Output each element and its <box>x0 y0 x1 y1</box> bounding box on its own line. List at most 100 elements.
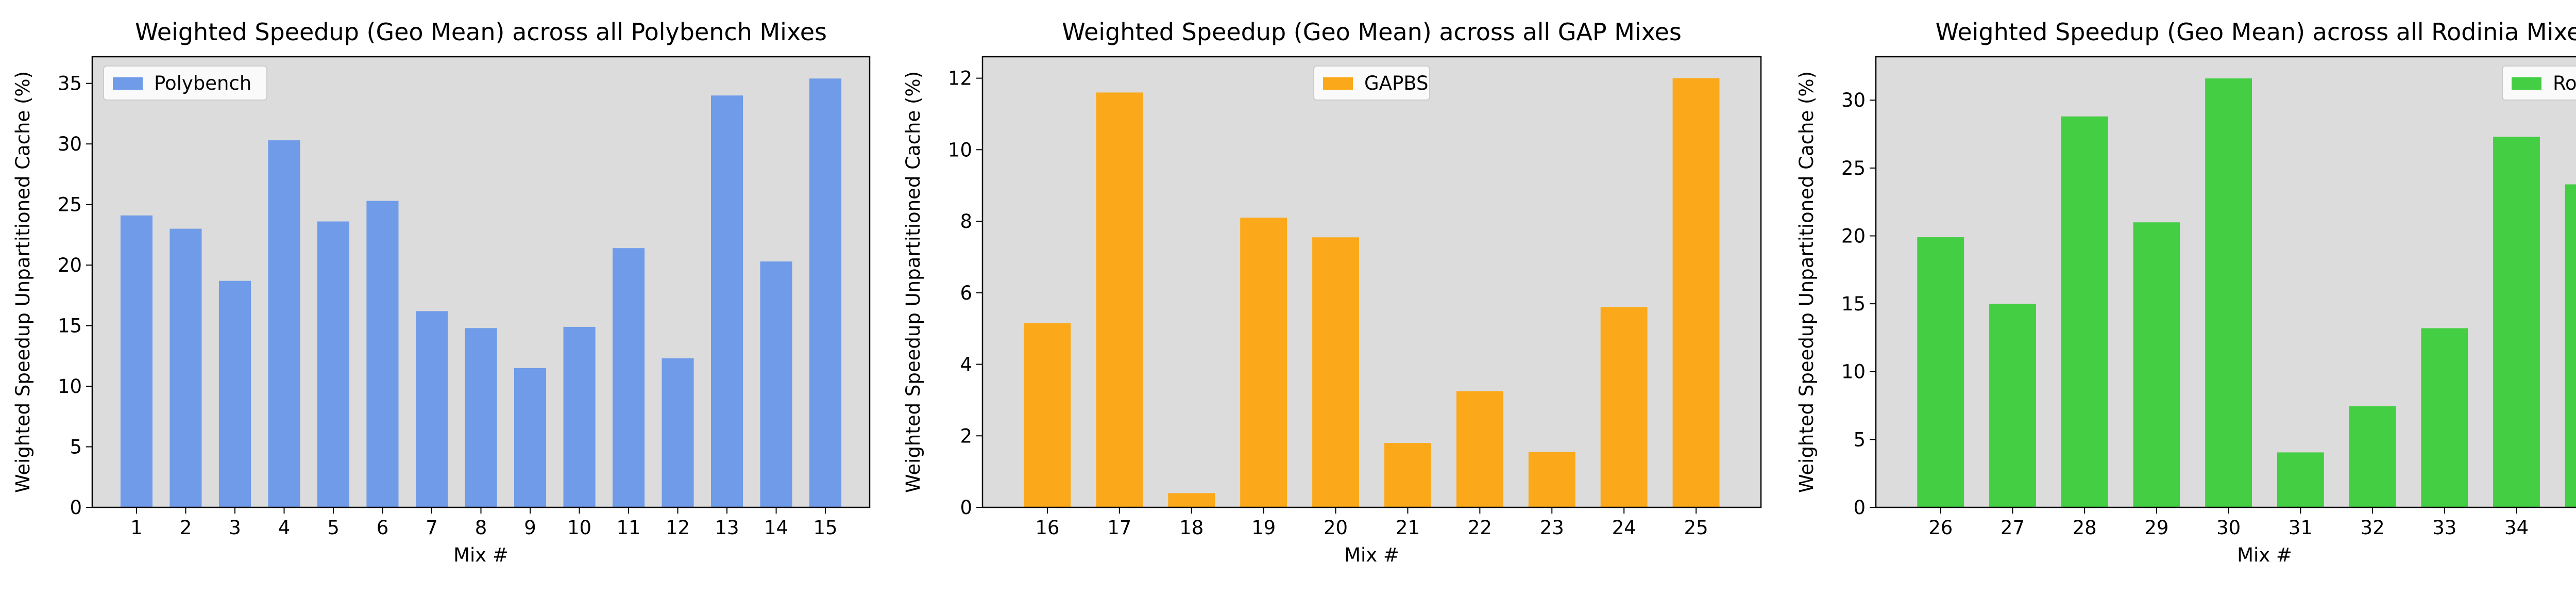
y-tick-label: 15 <box>1841 293 1866 315</box>
legend: GAPBS <box>1313 65 1430 101</box>
bar-27 <box>1989 304 2036 507</box>
x-tick-label: 2 <box>180 517 192 539</box>
x-tick-label: 15 <box>813 517 837 539</box>
y-axis-label: Weighted Speedup Unpartitioned Cache (%) <box>1795 71 1818 493</box>
plot-frame <box>1875 56 2576 508</box>
x-tick-label: 10 <box>567 517 591 539</box>
bar-19 <box>1240 218 1287 508</box>
chart-3: 26272829303132333435051015202530Weighted… <box>1795 18 2576 566</box>
y-tick-label: 6 <box>960 282 972 304</box>
legend-box <box>103 65 267 101</box>
y-tick-label: 30 <box>1841 89 1866 111</box>
y-tick-label: 10 <box>948 139 972 161</box>
x-tick-label: 7 <box>426 517 438 539</box>
bar-29 <box>2133 222 2180 507</box>
x-tick-label: 14 <box>764 517 788 539</box>
y-axis-label: Weighted Speedup Unpartitioned Cache (%) <box>12 71 34 493</box>
bar-13 <box>711 95 743 507</box>
x-tick-label: 11 <box>616 517 640 539</box>
bar-14 <box>760 261 792 507</box>
y-tick-label: 10 <box>1841 361 1866 383</box>
chart-title: Weighted Speedup (Geo Mean) across all P… <box>135 18 827 46</box>
x-tick-label: 17 <box>1107 517 1131 539</box>
legend-label: GAPBS <box>1364 72 1429 94</box>
y-tick-label: 15 <box>58 315 82 337</box>
x-tick-label: 13 <box>715 517 739 539</box>
legend: Rodinia <box>2502 65 2576 101</box>
x-axis-label: Mix # <box>1344 544 1399 566</box>
bar-28 <box>2061 116 2108 508</box>
x-tick-label: 26 <box>1928 517 1953 539</box>
bar-20 <box>1312 237 1359 507</box>
legend: Polybench <box>103 65 267 101</box>
x-tick-label: 25 <box>1684 517 1708 539</box>
legend-swatch <box>2512 77 2541 90</box>
legend-label: Polybench <box>154 72 251 94</box>
bar-21 <box>1384 443 1431 507</box>
x-tick-label: 5 <box>327 517 340 539</box>
legend-swatch <box>113 77 143 90</box>
x-axis-label: Mix # <box>453 544 509 566</box>
x-tick-label: 16 <box>1035 517 1059 539</box>
x-tick-label: 1 <box>130 517 143 539</box>
x-tick-label: 31 <box>2289 517 2313 539</box>
bar-7 <box>416 311 448 507</box>
x-tick-label: 32 <box>2361 517 2385 539</box>
bar-15 <box>809 78 842 508</box>
x-tick-label: 4 <box>278 517 291 539</box>
x-tick-label: 20 <box>1324 517 1348 539</box>
bar-33 <box>2421 328 2468 507</box>
x-tick-label: 12 <box>666 517 690 539</box>
x-tick-label: 19 <box>1251 517 1276 539</box>
x-tick-label: 28 <box>2073 517 2097 539</box>
y-tick-label: 35 <box>58 73 82 95</box>
chart-title: Weighted Speedup (Geo Mean) across all R… <box>1936 18 2576 46</box>
x-tick-label: 27 <box>2001 517 2025 539</box>
bar-34 <box>2493 137 2540 507</box>
x-tick-label: 21 <box>1396 517 1420 539</box>
bar-8 <box>465 328 497 507</box>
bar-24 <box>1600 307 1648 507</box>
bar-12 <box>662 358 694 507</box>
x-tick-label: 3 <box>229 517 241 539</box>
y-tick-label: 20 <box>1841 225 1866 247</box>
x-tick-label: 33 <box>2432 517 2456 539</box>
legend-box <box>1313 65 1430 101</box>
y-tick-label: 0 <box>1853 497 1866 519</box>
bar-32 <box>2349 406 2396 507</box>
chart-title: Weighted Speedup (Geo Mean) across all G… <box>1062 18 1682 46</box>
bar-23 <box>1528 452 1575 507</box>
x-tick-label: 22 <box>1468 517 1492 539</box>
y-tick-label: 10 <box>58 375 82 398</box>
bar-31 <box>2277 452 2324 507</box>
bar-6 <box>366 201 399 508</box>
bar-9 <box>514 368 547 507</box>
x-tick-label: 24 <box>1612 517 1636 539</box>
y-tick-label: 20 <box>58 254 82 276</box>
y-tick-label: 5 <box>70 436 82 458</box>
y-tick-label: 30 <box>58 133 82 155</box>
bar-3 <box>218 280 251 507</box>
y-tick-label: 25 <box>58 194 82 216</box>
y-tick-label: 2 <box>960 425 972 447</box>
y-tick-label: 8 <box>960 210 972 233</box>
bar-2 <box>170 228 202 508</box>
x-tick-label: 29 <box>2144 517 2168 539</box>
bar-26 <box>1917 237 1964 508</box>
x-tick-label: 23 <box>1540 517 1564 539</box>
bar-1 <box>120 215 152 507</box>
x-tick-label: 34 <box>2504 517 2529 539</box>
y-tick-label: 0 <box>960 497 972 519</box>
chart-1: 1 2 3 4 5 6 7 8 9 10 11 12 13 14 1505101520253035Weigh… <box>12 18 871 566</box>
bar-10 <box>563 326 596 507</box>
legend-label: Rodinia <box>2553 72 2576 94</box>
legend-swatch <box>1323 77 1353 90</box>
bar-11 <box>613 248 645 507</box>
bar-17 <box>1096 92 1143 507</box>
x-tick-label: 8 <box>475 517 487 539</box>
bar-18 <box>1168 493 1215 507</box>
bar-35 <box>2565 184 2576 507</box>
bar-25 <box>1672 78 1720 508</box>
